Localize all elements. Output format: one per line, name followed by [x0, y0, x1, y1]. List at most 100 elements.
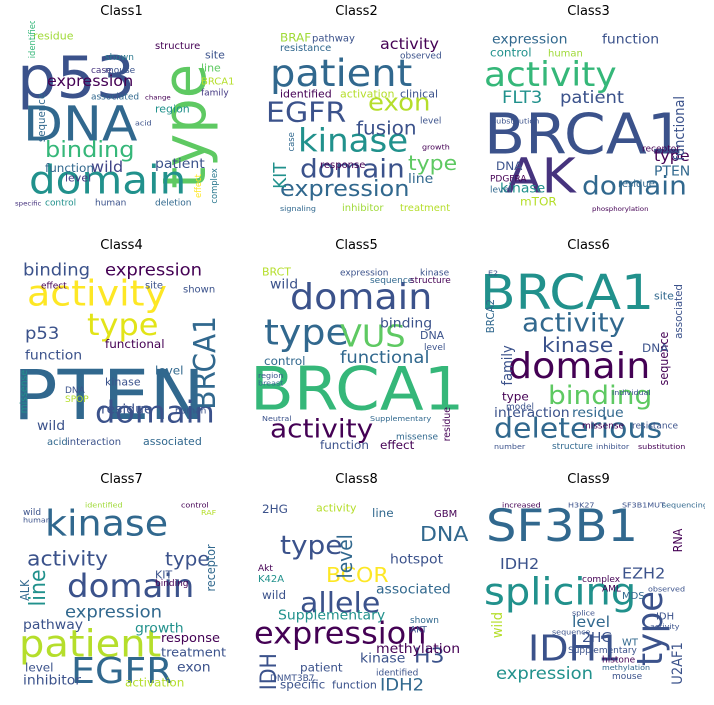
cloud-word: wild	[262, 588, 286, 601]
cloud-word: level	[420, 117, 441, 127]
cloud-word: expression	[492, 32, 567, 47]
cloud-word: activity	[380, 35, 439, 52]
cloud-word: 2HG	[262, 503, 288, 516]
cloud-word: patient	[300, 661, 343, 674]
cloud-word: methylation	[376, 641, 460, 656]
cloud-word: level	[155, 364, 184, 377]
cloud-word: interaction	[67, 437, 121, 448]
cloud-word: KIT	[155, 569, 173, 582]
cloud-word: type	[149, 64, 219, 189]
cloud-word: associated	[672, 284, 685, 339]
cloud-word: resistance	[280, 43, 331, 54]
cloud-word: activation	[340, 88, 394, 101]
cloud-word: expression	[340, 269, 388, 279]
cloud-word: IDH1	[528, 628, 621, 669]
cloud-word: residue	[572, 406, 624, 421]
cloud-word: DNA	[23, 95, 138, 152]
cloud-word: specific	[280, 678, 325, 691]
cloud-word: AK	[506, 147, 577, 204]
cloud-word: mTOR	[520, 195, 557, 208]
cloud-word: receptor	[204, 544, 218, 591]
cloud-word: human	[95, 199, 126, 209]
cloud-word: type	[280, 531, 343, 561]
cloud-word: observed	[648, 585, 685, 594]
cloud-word: histone	[602, 656, 635, 666]
cloud-word: binding	[23, 261, 90, 280]
word-cloud: BRCA1 domain type VUS activity functional bind…	[240, 255, 473, 460]
cloud-word: identified	[28, 21, 38, 58]
cloud-word: level	[25, 661, 54, 674]
cloud-word: 2HG	[582, 630, 612, 645]
cloud-word: domain	[95, 396, 215, 431]
cloud-word: p53	[17, 44, 135, 111]
panel-title: Class1	[100, 4, 143, 19]
cloud-word: expression	[254, 617, 426, 652]
cloud-word: kinase	[420, 269, 449, 279]
cloud-word: type	[408, 152, 457, 176]
cloud-word: acid	[47, 437, 68, 448]
word-cloud: p53 type DNA domain binding expression wild pat…	[5, 21, 238, 226]
cloud-word: type	[87, 308, 158, 343]
cloud-word: case	[91, 66, 112, 76]
cloud-word: U2AF1	[670, 642, 687, 685]
cloud-word: resistance	[632, 422, 678, 432]
cloud-word: identified	[85, 501, 123, 510]
cloud-word: binding	[380, 316, 432, 331]
cloud-word: expression	[496, 665, 593, 684]
cloud-word: wild	[23, 508, 41, 518]
cloud-word: kinase	[360, 651, 405, 666]
cloud-word: region	[258, 371, 283, 380]
cloud-word: site	[205, 49, 225, 62]
cloud-word: IDH2	[380, 676, 424, 694]
wordcloud-panel-7: Class7 patient kinase domain EGFR activity typ…	[5, 472, 238, 705]
cloud-word: case	[287, 132, 297, 151]
word-cloud: BRCA1 activity AK domain patient FLT3 expressi…	[472, 21, 705, 226]
cloud-word: pathway	[23, 617, 83, 632]
cloud-word: sequence	[657, 332, 671, 386]
cloud-word: exon	[368, 88, 430, 116]
cloud-word: functional	[340, 349, 429, 368]
cloud-word: domain	[290, 276, 432, 317]
cloud-word: VUS	[340, 319, 406, 354]
word-cloud: expression allele type BCOR DNA level IDH H3 IDH…	[240, 489, 473, 694]
cloud-word: methylation	[602, 663, 650, 672]
cloud-word: structure	[552, 442, 593, 452]
cloud-word: inhibitor	[23, 673, 82, 688]
cloud-word: SF3B1MUT	[622, 501, 665, 510]
cloud-word: PDGFRA	[490, 175, 527, 185]
cloud-word: model	[506, 403, 534, 413]
wordcloud-panel-9: Class9 SF3B1 splicing IDH1 type expression IDH…	[472, 472, 705, 705]
cloud-word: domain	[508, 345, 650, 386]
cloud-word: Supplementary	[370, 414, 432, 423]
cloud-word: effect	[380, 438, 415, 451]
cloud-word: sequence	[370, 276, 413, 286]
cloud-word: associated	[376, 582, 451, 597]
cloud-word: deletion	[155, 199, 191, 209]
cloud-word: line	[408, 172, 433, 187]
cloud-word: domain	[29, 157, 186, 203]
cloud-word: function	[25, 348, 82, 363]
cloud-word: E2	[488, 269, 498, 278]
cloud-word: level	[333, 534, 357, 578]
cloud-word: shown	[105, 53, 134, 63]
cloud-word: expression	[47, 73, 133, 90]
cloud-word: level	[424, 343, 445, 353]
cloud-word: BRCA1	[480, 264, 654, 321]
cloud-word: domain	[582, 171, 687, 201]
cloud-word: domain	[67, 567, 194, 605]
cloud-word: BRCA1	[484, 101, 685, 167]
cloud-word: kinase	[542, 334, 613, 358]
cloud-word: effect	[41, 282, 67, 292]
cloud-word: phosphorylation	[592, 205, 649, 213]
cloud-word: family	[201, 89, 229, 99]
cloud-word: WT	[622, 638, 638, 649]
cloud-word: signaling	[280, 204, 316, 213]
cloud-word: wild	[490, 612, 507, 638]
wordcloud-panel-2: Class2 patient kinase domain expression EGFR e…	[240, 4, 473, 237]
cloud-word: wild	[91, 158, 123, 175]
